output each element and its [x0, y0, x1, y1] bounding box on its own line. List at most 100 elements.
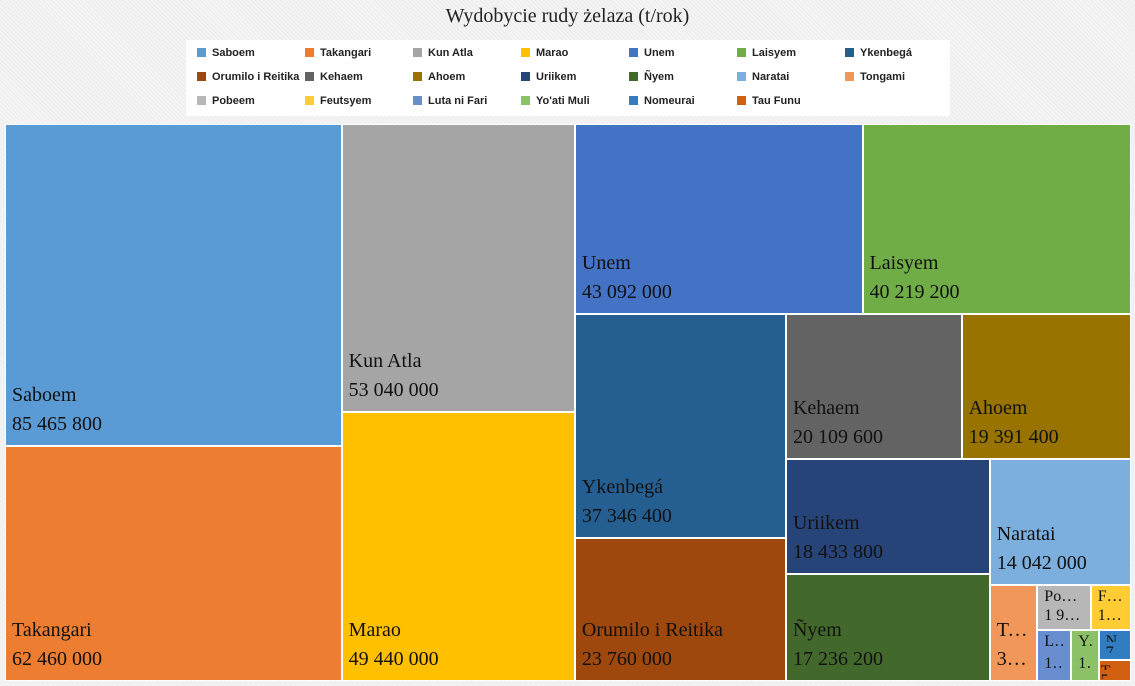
tile-label: Tau Funu	[1101, 661, 1129, 670]
legend-swatch	[305, 96, 314, 105]
treemap-tile: Tau Funu540 000	[1098, 659, 1131, 681]
legend-item: Orumilo i Reitika	[197, 71, 299, 83]
legend-swatch	[629, 96, 638, 105]
legend-item: Takangari	[305, 47, 371, 59]
treemap: Saboem 85 465 800 Takangari 62 460 000 Kun A…	[5, 124, 1131, 681]
tile-value: 1 100 000	[1078, 654, 1091, 672]
legend-label: Naratai	[752, 71, 790, 83]
legend-label: Luta ni Fari	[428, 95, 488, 107]
legend-label: Unem	[644, 47, 675, 59]
tile-value: 1 360 000	[1044, 654, 1065, 672]
legend-item: Ykenbegá	[845, 47, 912, 59]
tile-label: Kun Atla	[348, 350, 422, 373]
legend-label: Ñyem	[644, 71, 674, 83]
legend-label: Ykenbegá	[860, 47, 912, 59]
legend-swatch	[197, 48, 206, 57]
legend-swatch	[845, 48, 854, 57]
legend-item: Nomeurai	[629, 95, 695, 107]
tile-value: 14 042 000	[996, 552, 1087, 575]
tile-value: 40 219 200	[869, 280, 960, 303]
legend-label: Pobeem	[212, 95, 255, 107]
legend-item: Laisyem	[737, 47, 796, 59]
tile-value: 19 391 400	[968, 426, 1059, 449]
tile-label: Ahoem	[968, 397, 1028, 420]
treemap-tile: Feutsyem1 430 000	[1090, 585, 1131, 631]
tile-value: 18 433 800	[792, 540, 883, 563]
legend-label: Feutsyem	[320, 95, 372, 107]
legend-swatch	[737, 48, 746, 57]
legend-label: Yo'ati Muli	[536, 95, 590, 107]
legend-item: Luta ni Fari	[413, 95, 487, 107]
tile-value: 62 460 000	[12, 647, 102, 670]
legend-swatch	[305, 48, 314, 57]
tile-value: 43 092 000	[581, 280, 672, 303]
tile-value: 23 760 000	[581, 647, 672, 670]
legend-label: Saboem	[212, 47, 255, 59]
legend-label: Kun Atla	[428, 47, 473, 59]
tile-label: Naratai	[996, 523, 1056, 546]
legend-swatch	[197, 72, 206, 81]
treemap-tile: Laisyem 40 219 200	[862, 124, 1131, 314]
legend-item: Tongami	[845, 71, 905, 83]
tile-value: 1 900 000	[1044, 606, 1083, 624]
treemap-tile: Tongami 3 600 000	[989, 585, 1038, 681]
tile-value: 1 430 000	[1097, 606, 1124, 624]
treemap-tile: Kehaem 20 109 600	[785, 313, 962, 460]
legend-swatch	[629, 72, 638, 81]
legend: Saboem Takangari Kun Atla Marao Unem Laisyem Y…	[186, 40, 950, 116]
legend-label: Orumilo i Reitika	[212, 71, 300, 83]
legend-item: Tau Funu	[737, 95, 801, 107]
tile-value: 85 465 800	[12, 412, 102, 435]
legend-swatch	[413, 72, 422, 81]
tile-value: 3 600 000	[996, 647, 1031, 670]
legend-item: Unem	[629, 47, 675, 59]
tile-label: Laisyem	[869, 251, 939, 274]
tile-value: 37 346 400	[581, 505, 672, 528]
tile-label: Uriikem	[792, 511, 860, 534]
chart-title: Wydobycie rudy żelaza (t/rok)	[445, 5, 690, 27]
treemap-tile: Ñyem 17 236 200	[785, 573, 990, 681]
tile-label: Tongami	[996, 618, 1031, 641]
treemap-tile: Ahoem 19 391 400	[961, 313, 1131, 460]
legend-swatch	[413, 96, 422, 105]
tile-value: 20 109 600	[792, 426, 883, 449]
tile-label: Ykenbegá	[581, 476, 663, 499]
legend-item: Feutsyem	[305, 95, 371, 107]
treemap-tile: Luta ni Fari 1 360 000	[1037, 630, 1072, 681]
legend-item: Uriikem	[521, 71, 576, 83]
legend-swatch	[413, 48, 422, 57]
legend-swatch	[521, 72, 530, 81]
tile-label: Orumilo i Reitika	[581, 618, 724, 641]
tile-label: Marao	[348, 618, 401, 641]
legend-label: Kehaem	[320, 71, 363, 83]
treemap-tile: Kun Atla 53 040 000	[341, 124, 575, 413]
legend-item: Ahoem	[413, 71, 465, 83]
legend-swatch	[305, 72, 314, 81]
legend-item: Saboem	[197, 47, 255, 59]
treemap-tile: Naratai 14 042 000	[989, 459, 1131, 586]
legend-swatch	[845, 72, 854, 81]
tile-label: Nomeurai	[1105, 633, 1124, 642]
legend-label: Tongami	[860, 71, 906, 83]
legend-label: Uriikem	[536, 71, 577, 83]
tile-value: 540 000	[1101, 670, 1129, 679]
tile-label: Luta ni Fari	[1044, 633, 1064, 651]
legend-item: Yo'ati Muli	[521, 95, 590, 107]
legend-item: Naratai	[737, 71, 789, 83]
legend-swatch	[521, 48, 530, 57]
legend-label: Laisyem	[752, 47, 797, 59]
legend-label: Marao	[536, 47, 569, 59]
tile-label: Kehaem	[792, 397, 860, 420]
tile-label: Unem	[581, 251, 631, 274]
treemap-tile: Uriikem 18 433 800	[785, 459, 990, 574]
tile-label: Yo'ati Muli	[1078, 633, 1091, 651]
tile-label: Ñyem	[792, 618, 842, 641]
treemap-tile: Takangari 62 460 000	[5, 445, 342, 681]
tile-value: 17 236 200	[792, 647, 883, 670]
legend-label: Tau Funu	[752, 95, 801, 107]
tile-label: Pobeem	[1044, 588, 1084, 605]
treemap-tile: Yo'ati Muli 1 100 000	[1071, 630, 1099, 681]
legend-label: Takangari	[320, 47, 372, 59]
legend-item: Pobeem	[197, 95, 255, 107]
